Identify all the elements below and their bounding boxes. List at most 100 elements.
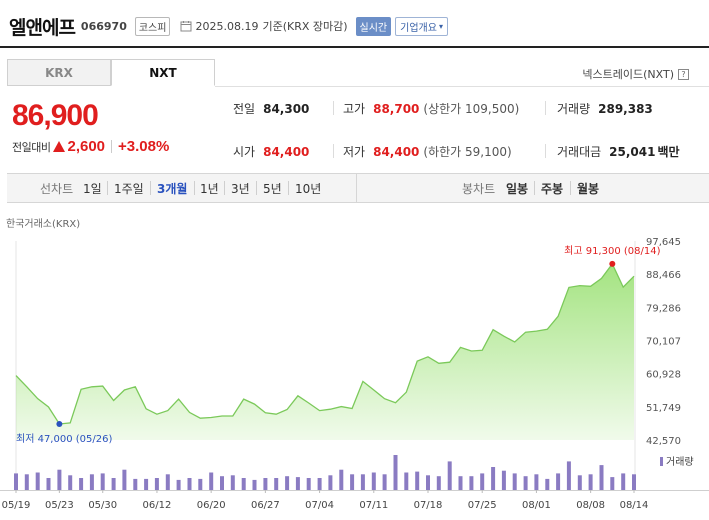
quote-value: 289,383 (598, 102, 653, 116)
period-separator (150, 181, 151, 195)
volume-bar (545, 478, 550, 490)
volume-bar (382, 474, 387, 490)
volume-bar (447, 461, 452, 490)
x-tick-label: 08/01 (522, 500, 551, 511)
company-info-label: 기업개요 (400, 22, 437, 34)
volume-bar (165, 474, 170, 490)
tab-krx[interactable]: KRX (7, 59, 111, 86)
volume-bar (24, 474, 29, 490)
price-chart: 97,645 88,466 79,286 70,107 60,928 51,749 42,5… (0, 237, 709, 511)
volume-bar (176, 479, 181, 490)
help-icon[interactable]: ? (678, 68, 689, 80)
quote-sub: (상한가 109,500) (423, 102, 520, 116)
volume-bar (512, 473, 517, 490)
candle-chart-label: 봉차트 (462, 181, 496, 196)
volume-bar (371, 472, 376, 490)
period-10y[interactable]: 10년 (295, 181, 322, 196)
change-separator (111, 140, 113, 153)
chart-exchange-label: 한국거래소(KRX) (6, 219, 81, 230)
x-tick-label: 08/14 (620, 500, 649, 511)
volume-bar (100, 473, 105, 490)
volume-bar (14, 473, 18, 490)
volume-bar (220, 476, 224, 490)
volume-bar (209, 472, 214, 490)
volume-bar (350, 474, 355, 490)
volume-bar (436, 476, 441, 490)
volume-bar (610, 477, 615, 490)
x-tick-label: 07/04 (305, 500, 334, 511)
quote-basis: 기준(KRX 장마감) (262, 20, 348, 33)
volume-bar (122, 469, 127, 490)
change-value: 2,600 (67, 138, 106, 155)
exchange-tabs: KRX NXT (7, 59, 215, 86)
period-3m[interactable]: 3개월 (157, 181, 188, 196)
x-tick-label: 07/25 (468, 500, 497, 511)
x-tick-label: 05/19 (2, 500, 31, 511)
period-separator (194, 181, 195, 195)
realtime-button[interactable]: 실시간 (355, 16, 392, 36)
period-1w[interactable]: 1주일 (114, 181, 144, 196)
change-label: 전일대비 (12, 140, 51, 154)
high-marker (609, 260, 616, 267)
period-3y[interactable]: 3년 (231, 181, 250, 196)
y-tick-label: 79,286 (646, 303, 681, 314)
period-separator (288, 181, 289, 195)
low-marker (56, 420, 63, 427)
period-bar: 선차트 1일 1주일 3개월 1년 3년 5년 10년 봉차트 일봉 주봉 월봉 (7, 173, 709, 203)
y-tick-label: 51,749 (646, 403, 681, 414)
caret-down-icon: ▾ (438, 21, 443, 31)
period-separator (534, 181, 535, 195)
volume-bar (252, 479, 257, 490)
volume-bar (491, 467, 496, 490)
volume-bar (599, 465, 604, 490)
quote-date: 2025.08.19 (195, 19, 259, 33)
volume-bar (89, 474, 94, 490)
volume-bar (46, 478, 51, 490)
volume-bar (144, 478, 149, 490)
volume-bar (415, 471, 420, 490)
y-tick-label: 42,570 (646, 436, 681, 447)
period-separator (107, 181, 108, 195)
volume-bar (566, 461, 571, 490)
period-1y[interactable]: 1년 (200, 181, 219, 196)
candle-weekly[interactable]: 주봉 (541, 181, 564, 196)
candle-daily[interactable]: 일봉 (506, 181, 529, 196)
quote-value: 84,300 (263, 102, 310, 116)
up-arrow-icon (53, 141, 66, 152)
market-badge: 코스피 (134, 16, 171, 36)
x-tick-label: 06/12 (143, 500, 172, 511)
volume-bar (68, 475, 73, 490)
quote-amount: 거래대금 25,041 백만 (557, 143, 680, 160)
volume-bar (317, 478, 322, 490)
stock-name: 엘앤에프 (9, 16, 76, 39)
candle-monthly[interactable]: 월봉 (577, 181, 600, 196)
quote-unit: 백만 (657, 145, 680, 159)
volume-bar (111, 478, 116, 490)
quote-low: 저가 84,400 (하한가 59,100) (343, 143, 512, 160)
period-1d[interactable]: 1일 (83, 181, 102, 196)
volume-bar (621, 473, 626, 490)
header-divider (0, 46, 709, 48)
quote-open: 시가 84,400 (233, 143, 309, 160)
quote-value: 25,041 (609, 145, 656, 159)
tab-nxt[interactable]: NXT (111, 59, 215, 86)
nextrade-info: 넥스트레이드(NXT) ? (582, 66, 689, 82)
period-divider (356, 174, 357, 202)
quote-label: 시가 (233, 145, 256, 159)
price-change: 전일대비 2,600 +3.08% (12, 138, 169, 155)
company-info-button[interactable]: 기업개요 ▾ (395, 16, 448, 36)
volume-bar (154, 478, 159, 490)
volume-legend-label: 거래량 (666, 456, 694, 468)
nextrade-label: 넥스트레이드(NXT) (582, 68, 674, 81)
quote-label: 전일 (233, 102, 256, 116)
y-tick-label: 97,645 (646, 237, 681, 248)
period-5y[interactable]: 5년 (263, 181, 282, 196)
volume-bar (501, 470, 506, 490)
x-tick-label: 05/23 (45, 500, 74, 511)
volume-bar (285, 476, 290, 490)
x-tick-label: 06/27 (251, 500, 280, 511)
volume-bar (556, 473, 561, 490)
volume-bar (458, 476, 463, 490)
calendar-icon (180, 21, 192, 32)
x-tick-label: 07/18 (414, 500, 443, 511)
